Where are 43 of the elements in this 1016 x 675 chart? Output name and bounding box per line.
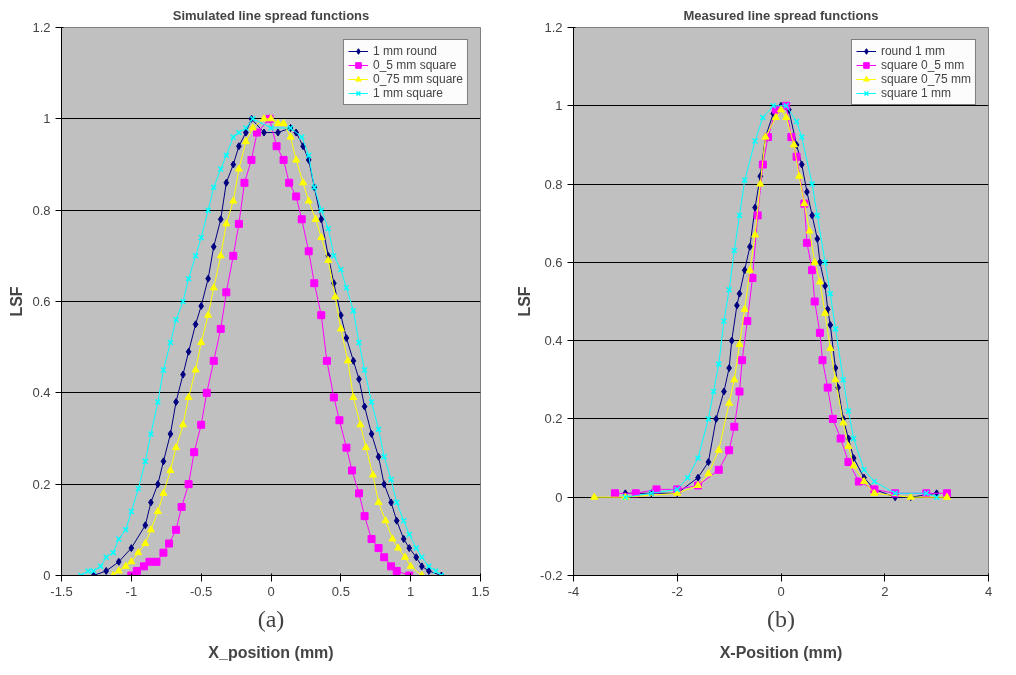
y-axis-title: LSF <box>515 286 533 317</box>
y-tick-label: 0.8 <box>32 202 51 218</box>
x-tick-label: -1 <box>125 583 138 599</box>
y-tick-label: 1 <box>555 98 563 114</box>
y-tick-label: 0.2 <box>544 411 563 427</box>
x-tick-label: -1.5 <box>50 583 73 599</box>
y-tick-label: 0 <box>555 489 563 505</box>
legend-label: 1 mm round <box>372 44 437 58</box>
chart-title: Measured line spread functions <box>683 7 879 23</box>
legend-label: 1 mm square <box>372 86 443 100</box>
x-axis-title: X-Position (mm) <box>719 643 843 661</box>
y-tick-label: 0.6 <box>544 254 563 270</box>
legend-label: square 0_5 mm <box>880 58 965 72</box>
x-tick-label: 0 <box>267 583 275 599</box>
x-tick-label: -2 <box>671 583 684 599</box>
x-tick-label: 4 <box>984 583 993 599</box>
x-tick-label: 1.5 <box>471 583 490 599</box>
x-tick-label: 2 <box>881 583 889 599</box>
x-tick-label: 1 <box>407 583 415 599</box>
x-tick-label: 0 <box>777 583 785 599</box>
x-tick-label: 0.5 <box>331 583 350 599</box>
text: (b) <box>767 605 795 632</box>
legend-label: 0_5 mm square <box>372 58 457 72</box>
chart-title: Simulated line spread functions <box>172 7 370 23</box>
y-axis-title: LSF <box>7 286 25 317</box>
y-tick-label: 0 <box>43 568 51 583</box>
x-tick-label: -4 <box>567 583 580 599</box>
y-tick-label: 0.6 <box>32 294 51 309</box>
x-axis-title: X_position (mm) <box>208 643 334 661</box>
y-tick-label: 0.4 <box>544 333 563 349</box>
y-tick-label: 1.2 <box>544 20 563 35</box>
y-tick-label: 1 <box>43 111 51 127</box>
legend-label: 0_75 mm square <box>372 72 463 86</box>
y-tick-label: 0.2 <box>32 476 51 492</box>
legend-label: square 1 mm <box>880 86 951 100</box>
y-tick-label: 0.8 <box>544 176 563 192</box>
y-tick-label: 1.2 <box>32 20 51 35</box>
legend-label: round 1 mm <box>880 44 945 58</box>
text: (a) <box>257 605 285 632</box>
y-tick-label: -0.2 <box>540 568 563 583</box>
x-tick-label: -0.5 <box>189 583 213 599</box>
y-tick-label: 0.4 <box>32 385 51 401</box>
legend-label: square 0_75 mm <box>880 72 971 86</box>
